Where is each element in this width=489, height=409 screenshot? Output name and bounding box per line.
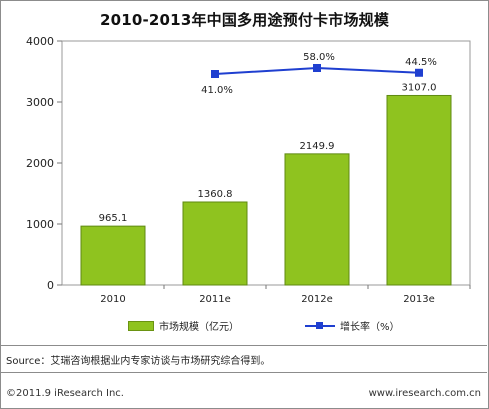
growth-marker [211,70,219,78]
legend-line-swatch [305,321,335,331]
source-divider-top [1,345,487,346]
legend-line-label: 增长率（%） [340,322,400,333]
x-tick-label: 2013e [403,294,435,305]
legend-bar-series: 市场规模（亿元） [128,318,239,333]
source-divider-bottom [1,372,487,373]
growth-marker [415,68,423,77]
x-tick-label: 2011e [199,294,231,305]
growth-data-label: 44.5% [405,57,437,68]
x-tick-label: 2010 [100,294,125,305]
y-tick-label: 4000 [26,35,54,48]
bar [284,153,350,286]
bar [386,94,452,286]
source-note: Source：艾瑞咨询根据业内专家访谈与市场研究综合得到。 [6,356,271,367]
y-tick-label: 3000 [26,96,54,109]
y-tick-label: 1000 [26,218,54,231]
bar-data-label: 2149.9 [300,141,335,152]
bar [182,201,248,286]
y-tick-label: 2000 [26,157,54,170]
growth-data-label: 41.0% [201,85,233,96]
legend-bar-swatch [128,320,154,331]
copyright-text: ©2011.9 iResearch Inc. [6,388,124,399]
growth-data-label: 58.0% [303,52,335,63]
y-tick-label: 0 [47,279,54,292]
bar [80,225,146,286]
bar-data-label: 3107.0 [402,82,437,93]
bar-data-label: 1360.8 [198,189,233,200]
x-tick-label: 2012e [301,294,333,305]
website-text: www.iresearch.com.cn [368,388,481,399]
legend-bar-label: 市场规模（亿元） [159,322,239,333]
chart-title: 2010-2013年中国多用途预付卡市场规模 [99,11,390,29]
growth-marker [313,64,321,72]
legend-line-series: 增长率（%） [305,318,400,333]
bar-data-label: 965.1 [99,213,128,224]
